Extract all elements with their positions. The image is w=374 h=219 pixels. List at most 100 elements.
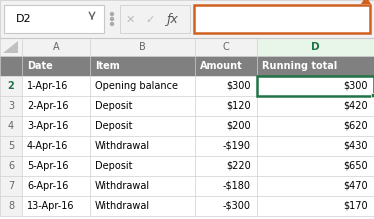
Text: Deposit: Deposit — [95, 161, 132, 171]
Bar — [0, 38, 22, 56]
Bar — [257, 156, 374, 176]
Bar — [257, 196, 374, 216]
Text: 8: 8 — [8, 201, 14, 211]
Text: -$190: -$190 — [223, 141, 251, 151]
Text: Amount: Amount — [200, 61, 243, 71]
Text: Deposit: Deposit — [95, 121, 132, 131]
Text: Withdrawal: Withdrawal — [95, 201, 150, 211]
Bar — [194, 5, 370, 33]
Text: Item: Item — [95, 61, 120, 71]
Bar — [257, 76, 374, 96]
Bar — [257, 96, 374, 116]
Text: D: D — [311, 42, 320, 52]
Text: $220: $220 — [226, 161, 251, 171]
Bar — [195, 96, 257, 116]
Text: $620: $620 — [343, 121, 368, 131]
Bar — [90, 196, 195, 216]
Bar — [0, 136, 22, 156]
Bar — [257, 38, 374, 56]
Polygon shape — [3, 41, 18, 53]
Text: B: B — [139, 42, 146, 52]
Text: $300: $300 — [343, 81, 368, 91]
Bar — [0, 156, 22, 176]
Text: Deposit: Deposit — [95, 101, 132, 111]
Text: 2-Apr-16: 2-Apr-16 — [27, 101, 68, 111]
Bar — [90, 136, 195, 156]
Text: $470: $470 — [343, 181, 368, 191]
FancyArrow shape — [361, 0, 371, 35]
Bar — [0, 176, 22, 196]
Text: $200: $200 — [226, 121, 251, 131]
Bar — [22, 96, 90, 116]
Bar — [195, 116, 257, 136]
Bar — [195, 136, 257, 156]
Text: -$180: -$180 — [223, 181, 251, 191]
Text: $430: $430 — [343, 141, 368, 151]
Text: $420: $420 — [343, 101, 368, 111]
Bar — [90, 156, 195, 176]
Text: D2: D2 — [16, 14, 32, 25]
Text: Opening balance: Opening balance — [95, 81, 178, 91]
Bar — [90, 96, 195, 116]
Text: 6: 6 — [8, 161, 14, 171]
Text: ƒx: ƒx — [167, 13, 179, 26]
Bar — [257, 136, 374, 156]
Bar — [195, 156, 257, 176]
Bar — [90, 76, 195, 96]
Text: $170: $170 — [343, 201, 368, 211]
Text: A: A — [53, 42, 59, 52]
Bar — [257, 116, 374, 136]
Bar — [257, 76, 374, 96]
Text: 2: 2 — [7, 81, 14, 91]
Text: 5: 5 — [8, 141, 14, 151]
Text: 4: 4 — [8, 121, 14, 131]
Circle shape — [110, 18, 113, 21]
Text: Running total: Running total — [262, 61, 337, 71]
Circle shape — [110, 12, 113, 16]
Bar — [195, 56, 257, 76]
Bar — [0, 38, 374, 56]
Bar — [22, 116, 90, 136]
Bar — [4, 5, 104, 33]
Circle shape — [110, 23, 113, 25]
Bar — [195, 176, 257, 196]
Bar — [371, 93, 374, 97]
Text: =SUM($C$2:C2): =SUM($C$2:C2) — [202, 12, 283, 27]
Bar — [0, 116, 22, 136]
Text: Date: Date — [27, 61, 53, 71]
Text: $120: $120 — [226, 101, 251, 111]
Bar — [90, 116, 195, 136]
Bar — [22, 196, 90, 216]
Bar — [0, 196, 22, 216]
Bar — [90, 176, 195, 196]
Text: ✕: ✕ — [125, 14, 135, 25]
Text: 5-Apr-16: 5-Apr-16 — [27, 161, 68, 171]
Text: Withdrawal: Withdrawal — [95, 141, 150, 151]
Text: $300: $300 — [227, 81, 251, 91]
Text: ✓: ✓ — [145, 14, 155, 25]
Bar — [0, 56, 22, 76]
Text: 13-Apr-16: 13-Apr-16 — [27, 201, 74, 211]
Bar — [22, 156, 90, 176]
Bar — [22, 136, 90, 156]
Text: C: C — [223, 42, 229, 52]
Text: 3-Apr-16: 3-Apr-16 — [27, 121, 68, 131]
Text: 6-Apr-16: 6-Apr-16 — [27, 181, 68, 191]
Text: 1-Apr-16: 1-Apr-16 — [27, 81, 68, 91]
Bar — [22, 76, 90, 96]
Bar — [195, 76, 257, 96]
Text: -$300: -$300 — [223, 201, 251, 211]
Bar — [0, 96, 22, 116]
Text: 4-Apr-16: 4-Apr-16 — [27, 141, 68, 151]
Text: $650: $650 — [343, 161, 368, 171]
Bar — [120, 5, 190, 33]
Text: 7: 7 — [8, 181, 14, 191]
Text: 3: 3 — [8, 101, 14, 111]
Bar — [0, 0, 374, 38]
Bar — [257, 56, 374, 76]
Bar — [257, 176, 374, 196]
Bar — [22, 176, 90, 196]
Bar — [0, 76, 22, 96]
Text: Withdrawal: Withdrawal — [95, 181, 150, 191]
Bar — [195, 196, 257, 216]
